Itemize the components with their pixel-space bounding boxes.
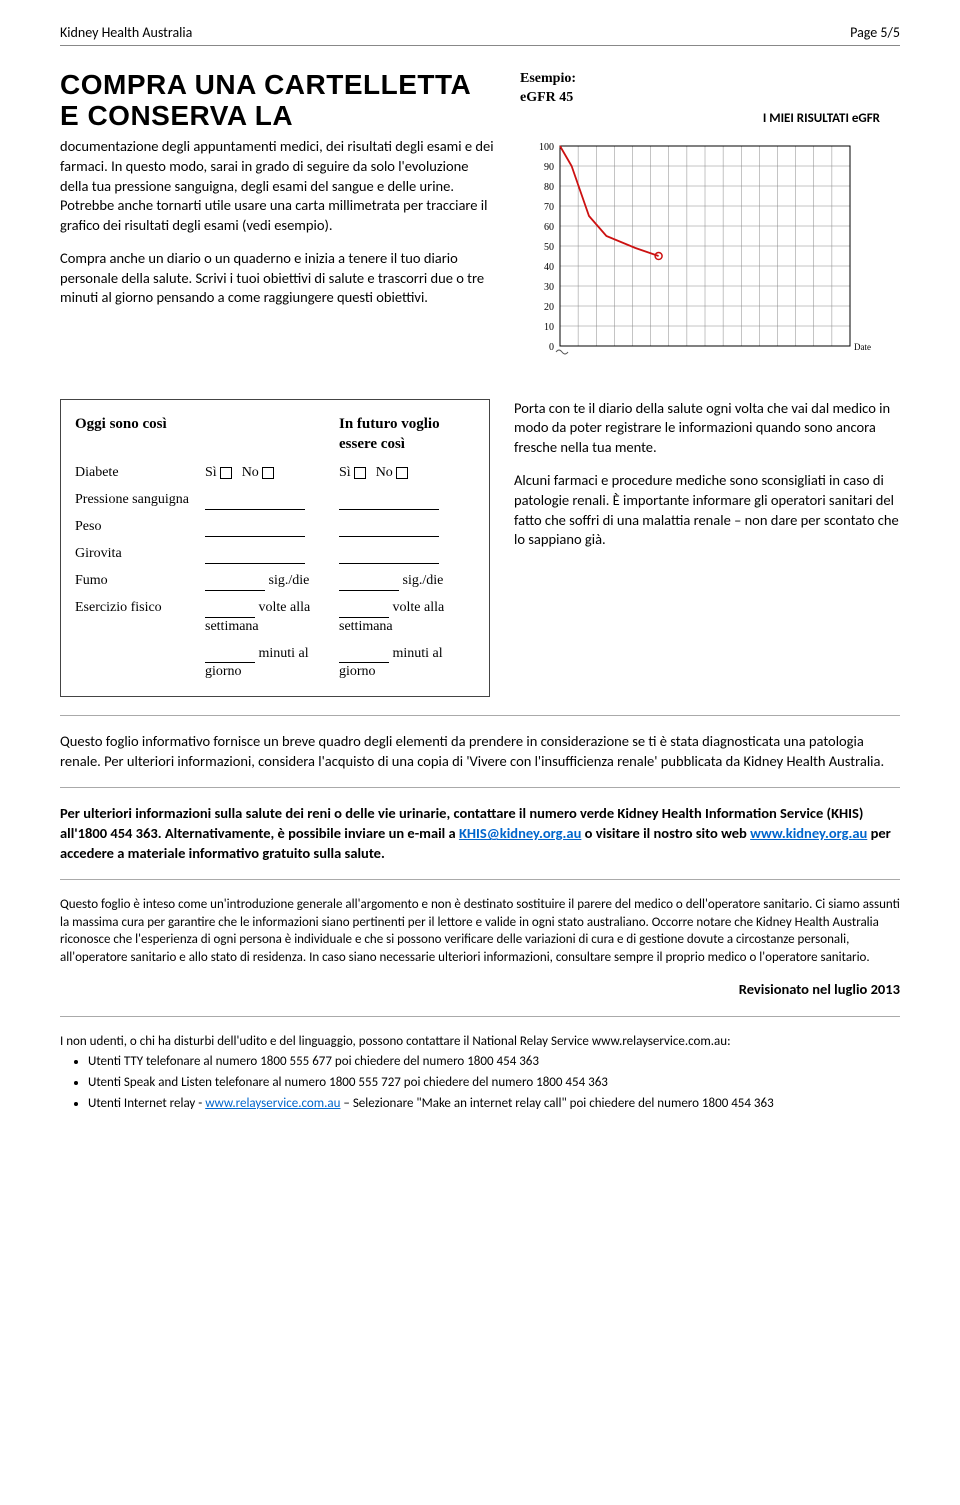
svg-text:30: 30 <box>544 282 554 293</box>
svg-text:Date: Date <box>854 342 871 352</box>
paragraph-summary: Questo foglio informativo fornisce un br… <box>60 732 900 771</box>
svg-text:50: 50 <box>544 242 554 253</box>
blank-line <box>339 525 439 537</box>
relay-intro: I non udenti, o chi ha disturbi dell'udi… <box>60 1033 900 1051</box>
header-page: Page 5/5 <box>850 24 900 43</box>
egfr-chart: Esempio: eGFR 45 I MIEI RISULTATI eGFR 1… <box>520 70 900 387</box>
row-esercizio: Esercizio fisico <box>73 595 203 641</box>
blank-line <box>205 579 265 591</box>
blank-line <box>205 498 305 510</box>
svg-text:100: 100 <box>539 142 554 153</box>
checkbox-icon <box>354 467 366 479</box>
svg-text:60: 60 <box>544 222 554 233</box>
contact-paragraph: Per ulteriori informazioni sulla salute … <box>60 804 900 863</box>
main-title: COMPRA UNA CARTELLETTA E CONSERVA LA <box>60 70 496 132</box>
header-org: Kidney Health Australia <box>60 24 192 43</box>
checkbox-icon <box>262 467 274 479</box>
divider <box>60 879 900 880</box>
chart-example-value: eGFR 45 <box>520 90 573 105</box>
blank-line <box>205 525 305 537</box>
row-diabete: Diabete <box>73 460 203 487</box>
blank-line <box>205 552 305 564</box>
checkbox-icon <box>396 467 408 479</box>
relay-list: Utenti TTY telefonare al numero 1800 555… <box>60 1053 900 1112</box>
health-form-box: Oggi sono così In futuro voglio essere c… <box>60 399 490 698</box>
row-girovita: Girovita <box>73 541 203 568</box>
paragraph-meds: Alcuni farmaci e procedure mediche sono … <box>514 471 900 549</box>
svg-text:20: 20 <box>544 302 554 313</box>
form-head-right: In futuro voglio essere così <box>337 410 477 461</box>
form-head-left: Oggi sono così <box>73 410 203 461</box>
relay-link[interactable]: www.relayservice.com.au <box>205 1096 340 1111</box>
row-peso: Peso <box>73 514 203 541</box>
blank-line <box>339 651 389 663</box>
paragraph-carry-diary: Porta con te il diario della salute ogni… <box>514 399 900 458</box>
svg-text:10: 10 <box>544 322 554 333</box>
paragraph-intro: documentazione degli appuntamenti medici… <box>60 137 496 235</box>
blank-line <box>339 498 439 510</box>
chart-grid: 1009080706050403020100Date <box>520 131 880 381</box>
disclaimer-paragraph: Questo foglio è inteso come un'introduzi… <box>60 896 900 966</box>
chart-example-label: Esempio: <box>520 71 576 86</box>
svg-text:90: 90 <box>544 162 554 173</box>
blank-line <box>339 552 439 564</box>
blank-line <box>205 606 255 618</box>
website-link[interactable]: www.kidney.org.au <box>750 824 867 842</box>
divider <box>60 715 900 716</box>
blank-line <box>205 651 255 663</box>
blank-line <box>339 606 389 618</box>
svg-text:0: 0 <box>549 342 554 353</box>
chart-title: I MIEI RISULTATI eGFR <box>520 110 900 128</box>
checkbox-icon <box>220 467 232 479</box>
divider <box>60 787 900 788</box>
list-item: Utenti Speak and Listen telefonare al nu… <box>88 1074 900 1092</box>
email-link[interactable]: KHIS@kidney.org.au <box>459 824 581 842</box>
paragraph-diary: Compra anche un diario o un quaderno e i… <box>60 249 496 308</box>
row-fumo: Fumo <box>73 568 203 595</box>
page-header: Kidney Health Australia Page 5/5 <box>60 24 900 46</box>
blank-line <box>339 579 399 591</box>
list-item: Utenti Internet relay - www.relayservice… <box>88 1095 900 1113</box>
svg-text:40: 40 <box>544 262 554 273</box>
svg-text:70: 70 <box>544 202 554 213</box>
revision-date: Revisionato nel luglio 2013 <box>60 980 900 1000</box>
row-pressione: Pressione sanguigna <box>73 487 203 514</box>
list-item: Utenti TTY telefonare al numero 1800 555… <box>88 1053 900 1071</box>
divider <box>60 1016 900 1017</box>
svg-text:80: 80 <box>544 182 554 193</box>
